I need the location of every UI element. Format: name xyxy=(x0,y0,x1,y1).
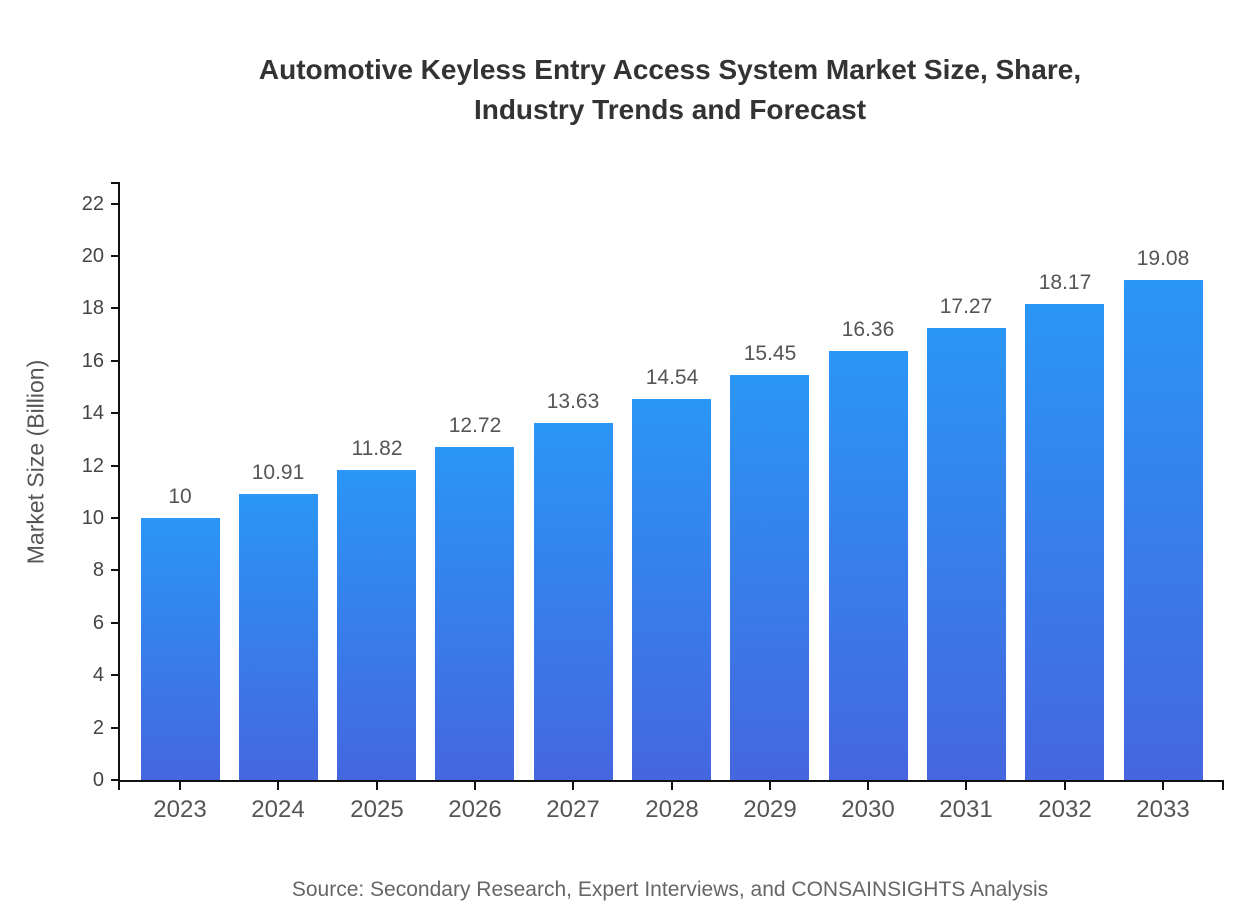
x-axis-end-tick xyxy=(1222,782,1224,790)
x-tick-2028 xyxy=(671,782,673,790)
x-tick-label-2026: 2026 xyxy=(448,796,502,823)
y-tick-16 xyxy=(111,359,118,362)
plot-area: 0 2 4 6 8 10 12 14 16 18 20 22 10 2023 10.91 2024 11.82 2… xyxy=(82,182,1224,823)
y-tick-2 xyxy=(111,726,118,729)
x-tick-label-2024: 2024 xyxy=(251,796,305,823)
x-tick-2032 xyxy=(1064,782,1066,790)
y-tick-0 xyxy=(111,779,118,781)
y-tick-14 xyxy=(111,412,118,415)
bar-2032 xyxy=(1025,304,1104,780)
bar-value-2025: 11.82 xyxy=(351,437,403,460)
bar-2024 xyxy=(239,494,318,780)
x-tick-2024 xyxy=(277,782,279,790)
x-tick-label-2027: 2027 xyxy=(546,796,600,823)
x-tick-2031 xyxy=(965,782,967,790)
y-tick-4 xyxy=(111,674,118,677)
y-tick-label-0: 0 xyxy=(92,769,104,791)
x-tick-2033 xyxy=(1162,782,1164,790)
y-tick-20 xyxy=(111,255,118,257)
bar-value-2026: 12.72 xyxy=(448,414,502,437)
y-tick-label-22: 22 xyxy=(81,192,104,215)
bar-2023 xyxy=(141,518,220,780)
y-tick-label-16: 16 xyxy=(81,349,104,372)
x-axis-start-tick xyxy=(118,782,120,790)
bar-value-2027: 13.63 xyxy=(546,390,600,413)
bar-value-2023: 10 xyxy=(168,485,192,508)
bar-value-2028: 14.54 xyxy=(645,366,699,389)
bar-2027 xyxy=(534,423,613,780)
source-text: Source: Secondary Research, Expert Inter… xyxy=(291,878,1049,901)
y-tick-label-8: 8 xyxy=(92,559,104,582)
x-tick-label-2033: 2033 xyxy=(1136,796,1190,823)
chart-title: Automotive Keyless Entry Access System M… xyxy=(80,50,1260,130)
bar-value-2029: 15.45 xyxy=(743,342,797,365)
y-tick-label-12: 12 xyxy=(81,454,104,477)
bar-2025 xyxy=(337,470,416,780)
y-tick-10 xyxy=(111,517,118,519)
x-tick-2029 xyxy=(769,782,771,790)
x-tick-label-2025: 2025 xyxy=(350,796,404,823)
x-tick-label-2028: 2028 xyxy=(645,796,699,823)
y-tick-22 xyxy=(111,202,118,205)
chart-title-line2: Industry Trends and Forecast xyxy=(473,94,867,125)
bar-value-2033: 19.08 xyxy=(1136,247,1190,270)
chart-title-line1: Automotive Keyless Entry Access System M… xyxy=(258,54,1082,85)
bar-value-2030: 16.36 xyxy=(841,318,895,341)
y-tick-18 xyxy=(111,307,118,310)
bar-value-2024: 10.91 xyxy=(251,461,305,484)
bar-value-2031: 17.27 xyxy=(939,295,993,318)
x-tick-2023 xyxy=(179,782,181,790)
x-tick-label-2030: 2030 xyxy=(841,796,895,823)
y-tick-12 xyxy=(111,464,118,467)
x-tick-2030 xyxy=(867,782,869,790)
x-tick-2025 xyxy=(376,782,378,790)
bar-2031 xyxy=(927,328,1006,780)
y-tick-8 xyxy=(111,569,118,572)
x-tick-2027 xyxy=(572,782,574,790)
bar-2030 xyxy=(829,351,908,780)
y-tick-label-18: 18 xyxy=(81,297,104,320)
x-tick-2026 xyxy=(474,782,476,790)
bar-2028 xyxy=(632,399,711,780)
y-tick-label-6: 6 xyxy=(92,611,104,634)
x-tick-label-2029: 2029 xyxy=(743,796,797,823)
y-tick-label-2: 2 xyxy=(92,716,104,739)
bar-2026 xyxy=(435,447,514,780)
y-axis-title: Market Size (Billion) xyxy=(22,359,49,565)
bar-value-2032: 18.17 xyxy=(1038,271,1092,294)
y-tick-label-20: 20 xyxy=(81,245,104,267)
y-tick-6 xyxy=(111,621,118,624)
y-tick-label-10: 10 xyxy=(81,507,104,529)
y-tick-label-4: 4 xyxy=(92,664,104,687)
y-tick-label-14: 14 xyxy=(81,402,104,425)
x-tick-label-2023: 2023 xyxy=(153,796,207,823)
x-tick-label-2032: 2032 xyxy=(1038,796,1092,823)
bar-2033 xyxy=(1124,280,1203,780)
y-axis-end-tick xyxy=(111,182,118,184)
bar-2029 xyxy=(730,375,809,780)
x-tick-label-2031: 2031 xyxy=(939,796,993,823)
